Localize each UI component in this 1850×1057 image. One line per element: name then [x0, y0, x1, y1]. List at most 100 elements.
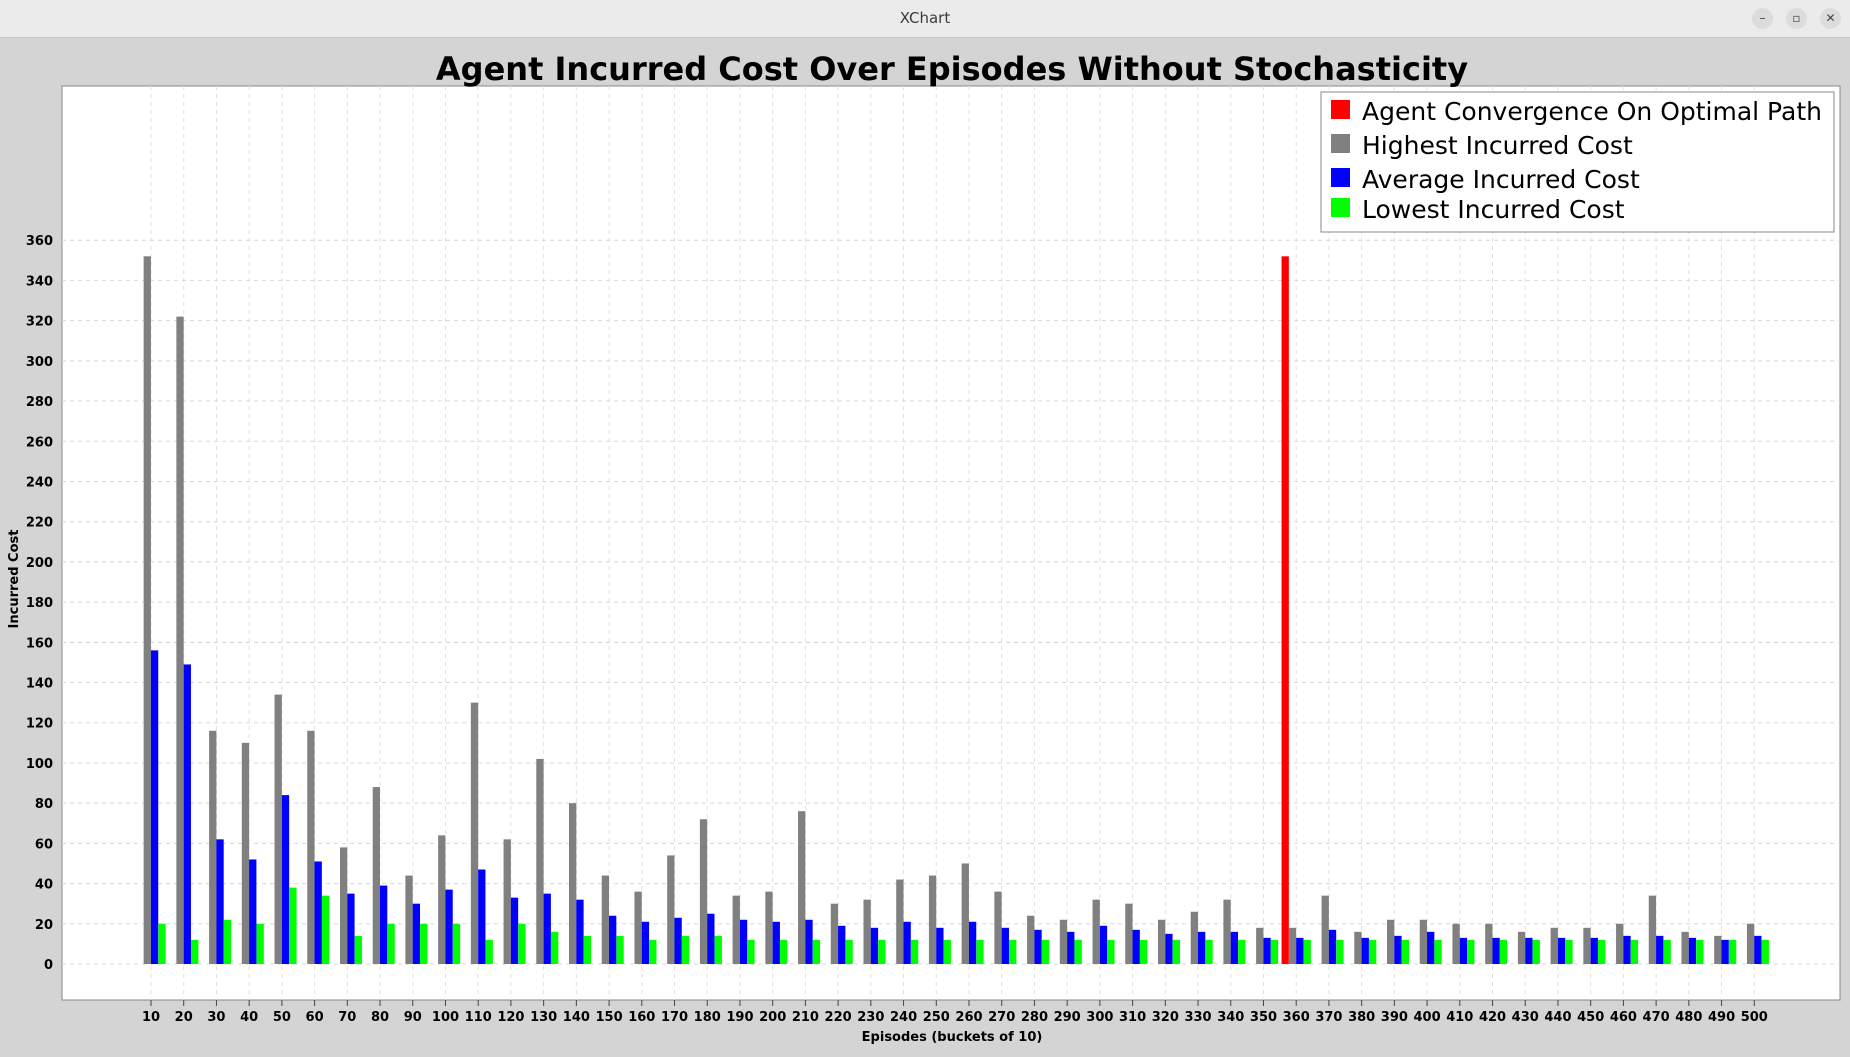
window-titlebar: XChart – ▫ ✕: [0, 0, 1850, 38]
bar-lowest-cost: [1728, 939, 1737, 964]
y-tick-label: 120: [26, 717, 53, 732]
bar-average-cost: [1165, 933, 1173, 964]
bar-highest-cost: [667, 855, 675, 964]
bar-highest-cost: [928, 875, 937, 964]
minimize-button[interactable]: –: [1752, 8, 1773, 29]
bar-average-cost: [1263, 937, 1271, 964]
bar-average-cost: [674, 917, 682, 964]
bar-average-cost: [216, 839, 224, 964]
bar-lowest-cost: [1172, 939, 1180, 964]
x-tick-label: 350: [1250, 1010, 1277, 1025]
bar-average-cost: [838, 925, 846, 964]
bar-average-cost: [1099, 925, 1108, 964]
bar-lowest-cost: [1205, 939, 1213, 964]
bar-highest-cost: [994, 891, 1002, 964]
x-tick-label: 70: [338, 1010, 356, 1025]
bar-average-cost: [281, 795, 290, 964]
bar-average-cost: [1688, 937, 1697, 964]
bar-highest-cost: [1746, 923, 1755, 964]
bar-lowest-cost: [747, 939, 755, 964]
bar-lowest-cost: [1434, 939, 1442, 964]
bar-lowest-cost: [681, 935, 690, 964]
bar-lowest-cost: [1336, 939, 1344, 964]
x-tick-label: 170: [661, 1010, 688, 1025]
x-tick-label: 200: [759, 1010, 786, 1025]
bar-lowest-cost: [1467, 939, 1475, 964]
bar-average-cost: [1754, 935, 1762, 964]
bar-average-cost: [1132, 929, 1140, 964]
bar-highest-cost: [372, 787, 380, 964]
bar-lowest-cost: [1009, 939, 1017, 964]
bar-lowest-cost: [550, 931, 559, 964]
x-tick-label: 40: [240, 1010, 258, 1025]
x-axis-ticks: 10 20 30 40 50 60 70 80 90 100 110 120 130 140 150 160 1…: [142, 1000, 1768, 1025]
bar-average-cost: [1361, 937, 1369, 964]
bar-lowest-cost: [518, 923, 526, 964]
bar-highest-cost: [503, 839, 511, 964]
y-tick-label: 180: [26, 596, 53, 611]
x-tick-label: 160: [628, 1010, 655, 1025]
bar-lowest-cost: [1761, 939, 1769, 964]
x-tick-label: 100: [432, 1010, 459, 1025]
bar-average-cost: [1034, 929, 1042, 964]
y-tick-label: 220: [26, 516, 53, 531]
bar-average-cost: [1427, 931, 1435, 964]
x-tick-label: 220: [825, 1010, 852, 1025]
x-tick-label: 50: [273, 1010, 291, 1025]
bar-highest-cost: [307, 730, 315, 964]
bar-highest-cost: [1190, 911, 1198, 964]
bar-average-cost: [1525, 937, 1533, 964]
bar-lowest-cost: [943, 939, 951, 964]
bar-highest-cost: [1288, 927, 1297, 964]
bar-highest-cost: [1616, 923, 1624, 964]
x-tick-label: 140: [563, 1010, 590, 1025]
bar-lowest-cost: [780, 939, 788, 964]
bar-average-cost: [1001, 927, 1009, 964]
bar-average-cost: [641, 921, 650, 964]
bar-lowest-cost: [1663, 939, 1671, 964]
x-tick-label: 190: [726, 1010, 753, 1025]
y-axis-ticks: 0 20 40 60 80 100 120 140 160 180 200 220 240 260 280 3…: [26, 234, 53, 973]
y-axis-label: Incurred Cost: [7, 530, 22, 629]
legend-label: Average Incurred Cost: [1362, 165, 1640, 194]
bar-highest-cost: [1681, 931, 1689, 964]
bar-lowest-cost: [354, 935, 362, 964]
bar-lowest-cost: [1238, 939, 1246, 964]
x-tick-label: 460: [1610, 1010, 1637, 1025]
window-title: XChart: [899, 9, 951, 27]
bar-lowest-cost: [1041, 939, 1050, 964]
bar-highest-cost: [863, 899, 871, 964]
bar-highest-cost: [1583, 927, 1591, 964]
bar-average-cost: [150, 650, 159, 964]
bar-lowest-cost: [976, 939, 984, 964]
x-tick-label: 120: [497, 1010, 524, 1025]
bar-lowest-cost: [714, 935, 722, 964]
bar-lowest-cost: [452, 923, 461, 964]
bar-average-cost: [805, 919, 813, 964]
x-tick-label: 490: [1708, 1010, 1735, 1025]
y-tick-label: 160: [26, 636, 53, 651]
bar-lowest-cost: [1270, 939, 1279, 964]
bar-highest-cost: [1256, 927, 1264, 964]
maximize-button[interactable]: ▫: [1786, 8, 1807, 29]
close-button[interactable]: ✕: [1820, 8, 1841, 29]
x-tick-label: 480: [1675, 1010, 1702, 1025]
bar-lowest-cost: [289, 887, 297, 964]
x-tick-label: 400: [1414, 1010, 1441, 1025]
y-tick-label: 320: [26, 315, 53, 330]
bar-highest-cost: [896, 879, 904, 964]
x-tick-label: 210: [792, 1010, 819, 1025]
bar-average-cost: [1721, 939, 1729, 964]
bar-average-cost: [609, 915, 617, 964]
bars: [143, 256, 1769, 964]
x-tick-label: 250: [923, 1010, 950, 1025]
bar-highest-cost: [1125, 903, 1133, 964]
bar-convergence: [1281, 256, 1289, 964]
x-tick-label: 10: [142, 1010, 160, 1025]
bar-highest-cost: [438, 835, 446, 964]
bar-lowest-cost: [1696, 939, 1704, 964]
bar-highest-cost: [274, 694, 282, 964]
bar-highest-cost: [405, 875, 413, 964]
chart-svg: Agent Incurred Cost Over Episodes Withou…: [7, 50, 1841, 1045]
bar-highest-cost: [339, 847, 348, 964]
